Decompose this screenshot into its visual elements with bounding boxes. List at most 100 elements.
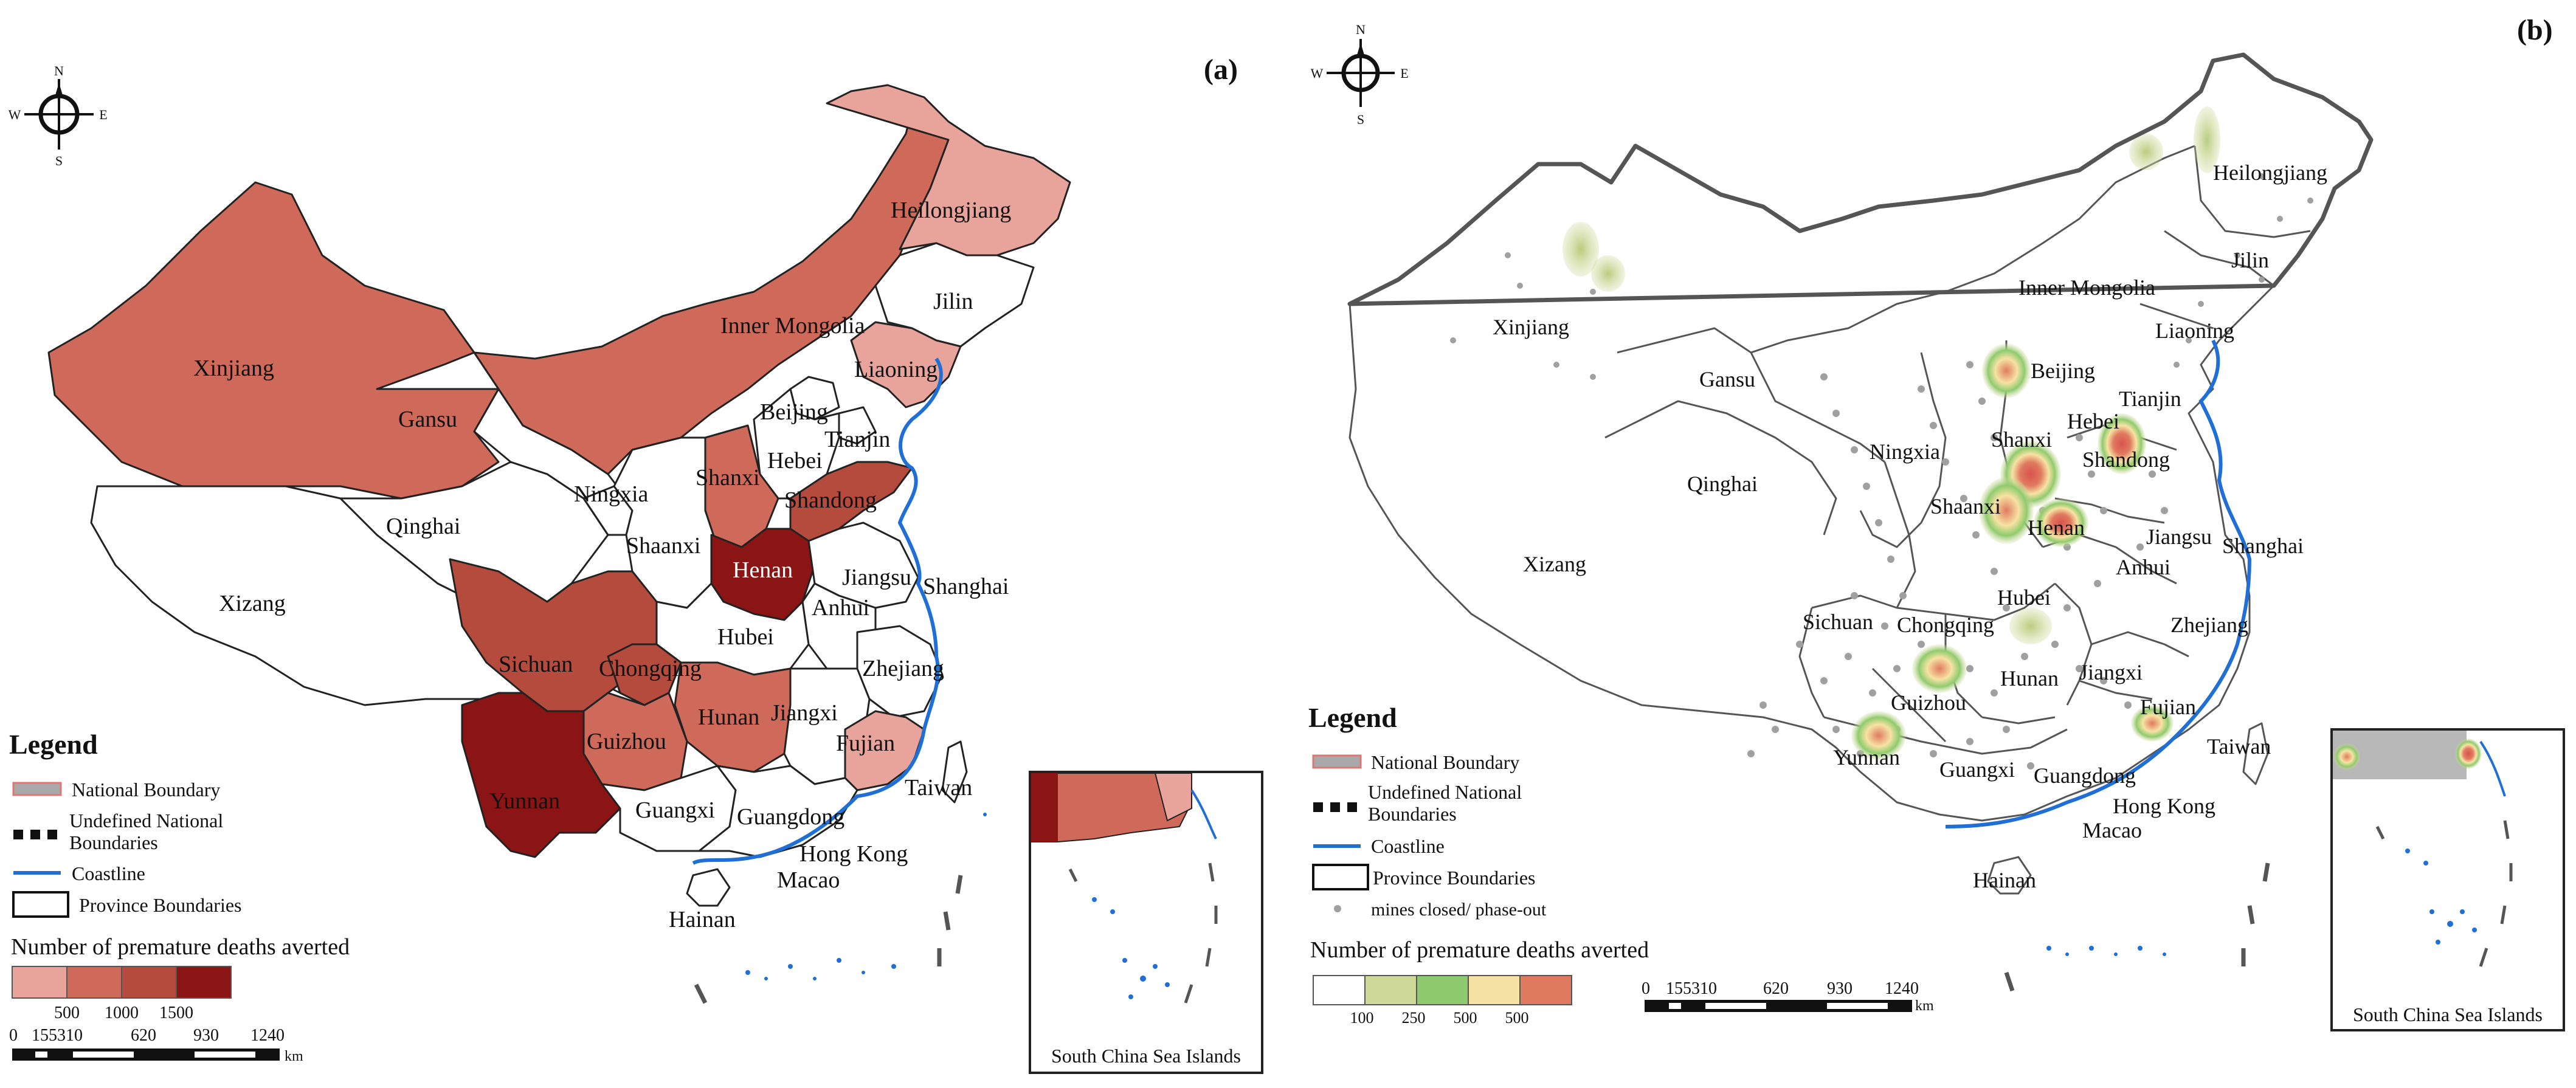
label-hainan: Hainan (669, 907, 736, 932)
label-hunan: Hunan (698, 704, 759, 730)
svg-text:National Boundary: National Boundary (1371, 751, 1519, 773)
label-xizang: Xizang (219, 591, 286, 616)
svg-text:W: W (9, 107, 21, 122)
colorbar-a-title: Number of premature deaths averted (11, 934, 350, 960)
coastline-a (692, 357, 943, 865)
label-chongqing: Chongqing (1897, 613, 1994, 637)
label-liaoning: Liaoning (2155, 318, 2234, 343)
scalebar-b: 0 155310 620 930 1240 km (1642, 979, 1934, 1014)
label-xinjiang: Xinjiang (1493, 315, 1569, 339)
legend-a-title: Legend (9, 729, 98, 760)
svg-text:620: 620 (1763, 979, 1789, 998)
label-qinghai: Qinghai (386, 514, 460, 539)
svg-text:1500: 1500 (159, 1004, 193, 1022)
province-hainan (686, 868, 731, 907)
label-xinjiang: Xinjiang (193, 356, 274, 381)
inset-b-label: South China Sea Islands (2353, 1004, 2543, 1025)
label-guangdong: Guangdong (2034, 763, 2136, 788)
colorbar-a (12, 966, 232, 999)
label-zhejiang: Zhejiang (2170, 613, 2248, 637)
label-chongqing: Chongqing (599, 656, 702, 681)
svg-text:km: km (1915, 998, 1934, 1014)
svg-text:W: W (1311, 66, 1324, 81)
label-anhui: Anhui (2116, 555, 2170, 579)
svg-text:1240: 1240 (1885, 979, 1919, 998)
label-shaanxi: Shaanxi (626, 533, 700, 559)
svg-text:Coastline: Coastline (72, 862, 145, 884)
inset-b: South China Sea Islands (2330, 728, 2565, 1031)
svg-text:250: 250 (1402, 1009, 1426, 1027)
svg-text:Province Boundaries: Province Boundaries (1373, 867, 1536, 889)
label-sichuan: Sichuan (499, 652, 573, 677)
province-labels-b: Heilongjiang Jilin Inner Mongolia Liaoni… (1493, 160, 2327, 892)
label-jilin: Jilin (933, 289, 973, 314)
label-hong-kong: Hong Kong (799, 841, 908, 867)
label-henan: Henan (733, 557, 793, 583)
province-taiwan (941, 740, 968, 804)
label-qinghai: Qinghai (1687, 472, 1758, 496)
label-macao: Macao (777, 867, 840, 893)
svg-text:500: 500 (54, 1004, 80, 1022)
mine-dots (1450, 173, 2313, 770)
label-yunnan: Yunnan (489, 788, 560, 814)
label-shanghai: Shanghai (923, 574, 1009, 599)
panel-a: (a) N S E W (9, 53, 1263, 1074)
label-anhui: Anhui (812, 595, 869, 621)
svg-text:1000: 1000 (105, 1004, 139, 1022)
svg-text:620: 620 (131, 1026, 156, 1045)
legend-b-title: Legend (1308, 702, 1397, 733)
svg-text:930: 930 (1827, 979, 1853, 998)
label-sichuan: Sichuan (1803, 610, 1873, 634)
label-inner-mongolia: Inner Mongolia (720, 313, 865, 339)
svg-text:0: 0 (1642, 979, 1650, 998)
province-labels-a: Heilongjiang Jilin Liaoning Inner Mongol… (193, 198, 1011, 932)
svg-text:Province Boundaries: Province Boundaries (79, 894, 242, 916)
svg-text:0: 0 (9, 1026, 18, 1045)
label-hainan: Hainan (1973, 868, 2036, 892)
label-liaoning: Liaoning (854, 357, 938, 382)
label-taiwan: Taiwan (2207, 734, 2271, 759)
province-heilongjiang (826, 84, 1071, 257)
label-tianjin: Tianjin (2119, 387, 2181, 411)
label-inner-mongolia: Inner Mongolia (2018, 275, 2155, 300)
province-zhejiang (856, 625, 944, 718)
label-xizang: Xizang (1523, 552, 1586, 576)
province-guangdong (698, 765, 858, 858)
province-xinjiang (47, 181, 500, 500)
label-zhejiang: Zhejiang (862, 656, 944, 681)
label-shanxi: Shanxi (696, 465, 760, 491)
label-jilin: Jilin (2231, 248, 2269, 272)
label-guangxi: Guangxi (1939, 757, 2015, 782)
label-shandong: Shandong (2082, 447, 2170, 472)
label-ningxia: Ningxia (1870, 439, 1940, 464)
svg-text:National Boundary: National Boundary (72, 779, 220, 801)
svg-text:S: S (1357, 112, 1364, 127)
label-fujian: Fujian (2140, 695, 2196, 719)
svg-text:Coastline: Coastline (1371, 835, 1445, 857)
label-taiwan: Taiwan (905, 775, 972, 801)
svg-text:N: N (1356, 22, 1366, 37)
panel-a-label: (a) (1204, 53, 1238, 86)
colorbar-b-title: Number of premature deaths averted (1310, 937, 1649, 963)
hotspots (1563, 106, 2220, 760)
svg-text:km: km (285, 1048, 303, 1064)
panel-b-label: (b) (2517, 14, 2553, 46)
svg-text:930: 930 (193, 1026, 219, 1045)
sea-dashes-a (694, 875, 963, 1004)
islands-b (2046, 946, 2166, 956)
sea-dashes-b (2004, 862, 2270, 992)
label-guizhou: Guizhou (1891, 690, 1966, 715)
label-fujian: Fujian (836, 731, 895, 756)
label-jiangsu: Jiangsu (842, 565, 911, 590)
label-hebei: Hebei (2067, 409, 2119, 433)
svg-text:155310: 155310 (32, 1026, 83, 1045)
label-jiangxi: Jiangxi (771, 700, 838, 726)
label-henan: Henan (2028, 515, 2085, 540)
compass-icon: N S E W (9, 63, 108, 168)
label-beijing: Beijing (760, 399, 828, 425)
label-jiangsu: Jiangsu (2146, 525, 2212, 549)
svg-text:N: N (54, 63, 64, 78)
inset-a-label: South China Sea Islands (1051, 1045, 1241, 1067)
label-shaanxi: Shaanxi (1930, 494, 2001, 518)
svg-text:1240: 1240 (250, 1026, 285, 1045)
